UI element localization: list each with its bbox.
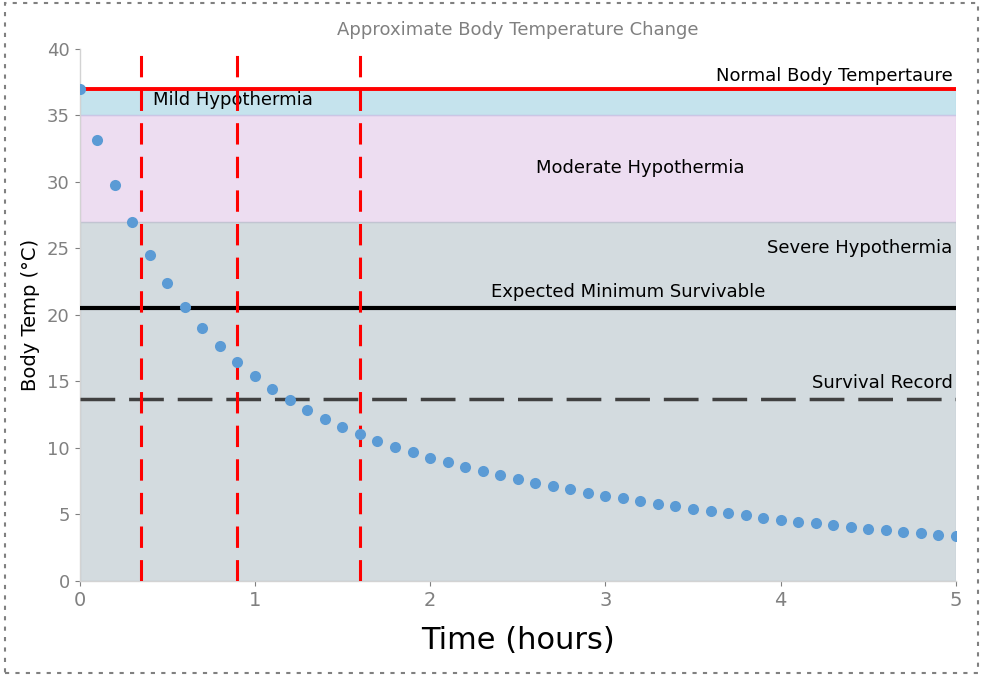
Y-axis label: Body Temp (°C): Body Temp (°C) [21, 239, 40, 391]
Bar [80, 222, 955, 581]
Bar [80, 89, 955, 115]
Text: Normal Body Tempertaure: Normal Body Tempertaure [716, 68, 953, 85]
Text: Mild Hypothermia: Mild Hypothermia [153, 91, 313, 109]
Text: Survival Record: Survival Record [812, 374, 953, 392]
Text: Expected Minimum Survivable: Expected Minimum Survivable [492, 283, 766, 301]
Title: Approximate Body Temperature Change: Approximate Body Temperature Change [337, 21, 699, 39]
X-axis label: Time (hours): Time (hours) [421, 626, 614, 655]
Text: Moderate Hypothermia: Moderate Hypothermia [536, 160, 745, 177]
Text: Severe Hypothermia: Severe Hypothermia [767, 239, 953, 258]
Bar [80, 115, 955, 222]
